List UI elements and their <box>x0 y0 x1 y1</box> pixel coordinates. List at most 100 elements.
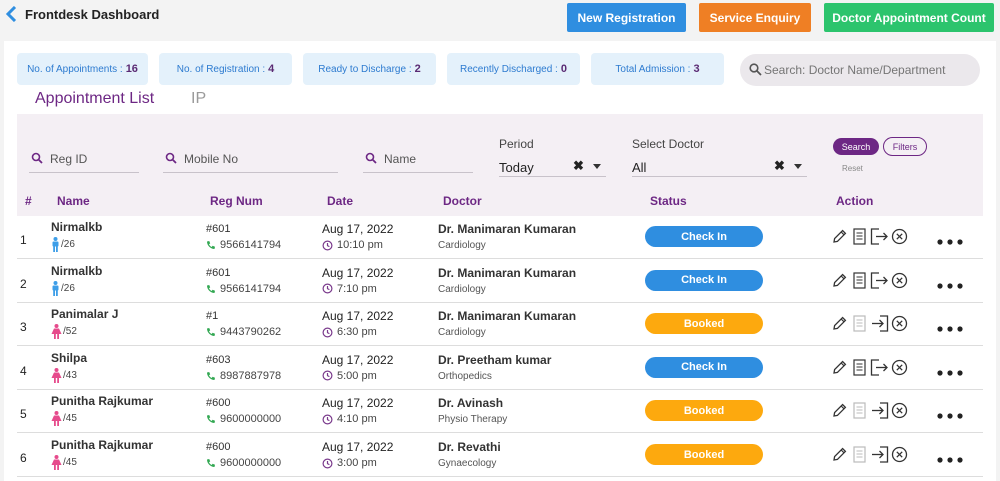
document-icon[interactable] <box>853 446 866 463</box>
cancel-icon[interactable] <box>891 402 908 419</box>
table-row[interactable]: 2 Nirmalkb/26 #601 9566141794 Aug 17, 2022 7:… <box>17 260 983 303</box>
appointment-time: 5:00 pm <box>322 370 377 382</box>
edit-pencil-icon[interactable] <box>831 402 848 419</box>
patient-name[interactable]: Punitha Rajkumar <box>51 394 154 409</box>
edit-pencil-icon[interactable] <box>831 446 848 463</box>
edit-pencil-icon[interactable] <box>831 359 848 376</box>
status-badge[interactable]: Check In <box>645 226 763 247</box>
status-badge[interactable]: Booked <box>645 444 763 465</box>
tab-appointment-list[interactable]: Appointment List <box>35 90 155 107</box>
clock-icon <box>322 283 333 294</box>
search-button[interactable]: Search <box>833 138 879 155</box>
row-number: 6 <box>20 451 27 465</box>
table-row[interactable]: 3 Panimalar J/52 #1 9443790262 Aug 17, 2022 6… <box>17 303 983 347</box>
reg-id-filter[interactable]: Reg ID <box>29 148 139 173</box>
more-options-icon[interactable] <box>937 239 963 245</box>
more-options-icon[interactable] <box>937 413 963 419</box>
select-doctor-label: Select Doctor <box>632 137 705 151</box>
status-badge[interactable]: Booked <box>645 313 763 335</box>
department: Physio Therapy <box>438 414 508 426</box>
patient-age: /45 <box>63 413 77 425</box>
document-icon[interactable] <box>853 359 866 376</box>
gender-age: /45 <box>51 411 77 427</box>
more-options-icon[interactable] <box>937 370 963 376</box>
status-badge[interactable]: Check In <box>645 356 763 378</box>
doctor-select[interactable]: All ✖ <box>632 154 807 177</box>
cancel-icon[interactable] <box>891 272 908 289</box>
more-options-icon[interactable] <box>937 326 963 332</box>
tab-ip[interactable]: IP <box>191 90 207 107</box>
cancel-icon[interactable] <box>891 228 908 245</box>
checkin-icon[interactable] <box>870 402 889 420</box>
top-bar: Frontdesk Dashboard New Registration Ser… <box>0 0 1000 38</box>
patient-name[interactable]: Shilpa <box>51 350 88 365</box>
status-badge[interactable]: Booked <box>645 400 763 422</box>
clock-icon <box>322 239 333 251</box>
table-row[interactable]: 4 Shilpa/43 #603 8987887978 Aug 17, 2022 5:00… <box>17 347 983 390</box>
patient-name[interactable]: Nirmalkb <box>51 220 103 234</box>
document-icon[interactable] <box>853 228 866 245</box>
stat-recently-discharged[interactable]: Recently Discharged :0 <box>447 53 580 85</box>
document-icon[interactable] <box>853 271 866 289</box>
checkout-icon[interactable] <box>870 271 889 289</box>
more-options-icon[interactable] <box>937 457 963 463</box>
back-arrow-icon[interactable] <box>5 6 19 22</box>
cancel-icon[interactable] <box>891 315 908 332</box>
table-row[interactable]: 1 Nirmalkb/26 #601 9566141794 Aug 17, 2022 10… <box>17 216 983 259</box>
checkout-icon[interactable] <box>870 228 889 245</box>
edit-pencil-icon[interactable] <box>831 272 848 289</box>
service-enquiry-button[interactable]: Service Enquiry <box>699 3 811 32</box>
time-text: 6:30 pm <box>337 326 377 339</box>
checkin-icon[interactable] <box>870 315 889 332</box>
checkout-icon[interactable] <box>870 359 889 376</box>
doctor-name: Dr. Manimaran Kumaran <box>438 309 577 324</box>
period-select[interactable]: Today ✖ <box>499 154 606 177</box>
checkin-icon[interactable] <box>870 446 889 463</box>
female-icon <box>51 367 62 383</box>
table-row[interactable]: 6 Punitha Rajkumar/45 #600 9600000000 Aug 17… <box>17 434 983 477</box>
gender-age: /26 <box>51 280 75 296</box>
document-icon[interactable] <box>853 402 866 419</box>
more-options-icon[interactable] <box>937 282 963 289</box>
table-row[interactable]: 5 Punitha Rajkumar/45 #600 9600000000 Aug 17… <box>17 390 983 434</box>
edit-pencil-icon[interactable] <box>831 315 848 332</box>
new-registration-button[interactable]: New Registration <box>567 3 686 32</box>
stat-total-admission[interactable]: Total Admission :3 <box>591 53 724 85</box>
cancel-icon[interactable] <box>891 446 908 463</box>
stat-ready-to-discharge[interactable]: Ready to Discharge :2 <box>303 53 436 85</box>
chevron-down-icon[interactable] <box>593 164 601 169</box>
period-value: Today <box>499 160 534 175</box>
doctor-appointment-count-button[interactable]: Doctor Appointment Count <box>824 3 994 32</box>
department: Orthopedics <box>438 370 492 382</box>
doctor-search-input[interactable] <box>764 61 974 79</box>
appointment-time: 7:10 pm <box>322 283 377 295</box>
filter-panel: Reg ID Mobile No Name Period Today ✖ Sel… <box>17 114 983 186</box>
patient-name[interactable]: Punitha Rajkumar <box>51 438 154 452</box>
search-icon <box>365 152 377 164</box>
stat-registration[interactable]: No. of Registration :4 <box>159 53 292 85</box>
clear-icon[interactable]: ✖ <box>774 158 785 173</box>
time-text: 3:00 pm <box>337 457 377 469</box>
stat-appointments[interactable]: No. of Appointments :16 <box>17 53 148 85</box>
cancel-icon[interactable] <box>891 359 908 376</box>
row-number: 1 <box>20 233 27 247</box>
name-filter[interactable]: Name <box>363 148 473 173</box>
gender-age: /43 <box>51 367 77 383</box>
chevron-down-icon[interactable] <box>794 164 802 169</box>
patient-name[interactable]: Panimalar J <box>51 307 119 322</box>
edit-pencil-icon[interactable] <box>831 228 848 245</box>
filters-button[interactable]: Filters <box>883 137 927 156</box>
row-number: 4 <box>20 363 27 378</box>
reset-link[interactable]: Reset <box>842 164 863 173</box>
mobile-no-filter[interactable]: Mobile No <box>163 148 338 173</box>
search-icon <box>165 152 177 164</box>
time-text: 4:10 pm <box>337 413 377 426</box>
phone-text: 9600000000 <box>220 413 282 426</box>
phone-icon <box>207 459 215 467</box>
status-badge[interactable]: Check In <box>645 269 763 291</box>
document-icon[interactable] <box>853 315 866 332</box>
time-text: 7:10 pm <box>337 282 377 295</box>
appointment-date: Aug 17, 2022 <box>322 265 394 280</box>
patient-name[interactable]: Nirmalkb <box>51 263 103 278</box>
clear-icon[interactable]: ✖ <box>573 158 584 173</box>
